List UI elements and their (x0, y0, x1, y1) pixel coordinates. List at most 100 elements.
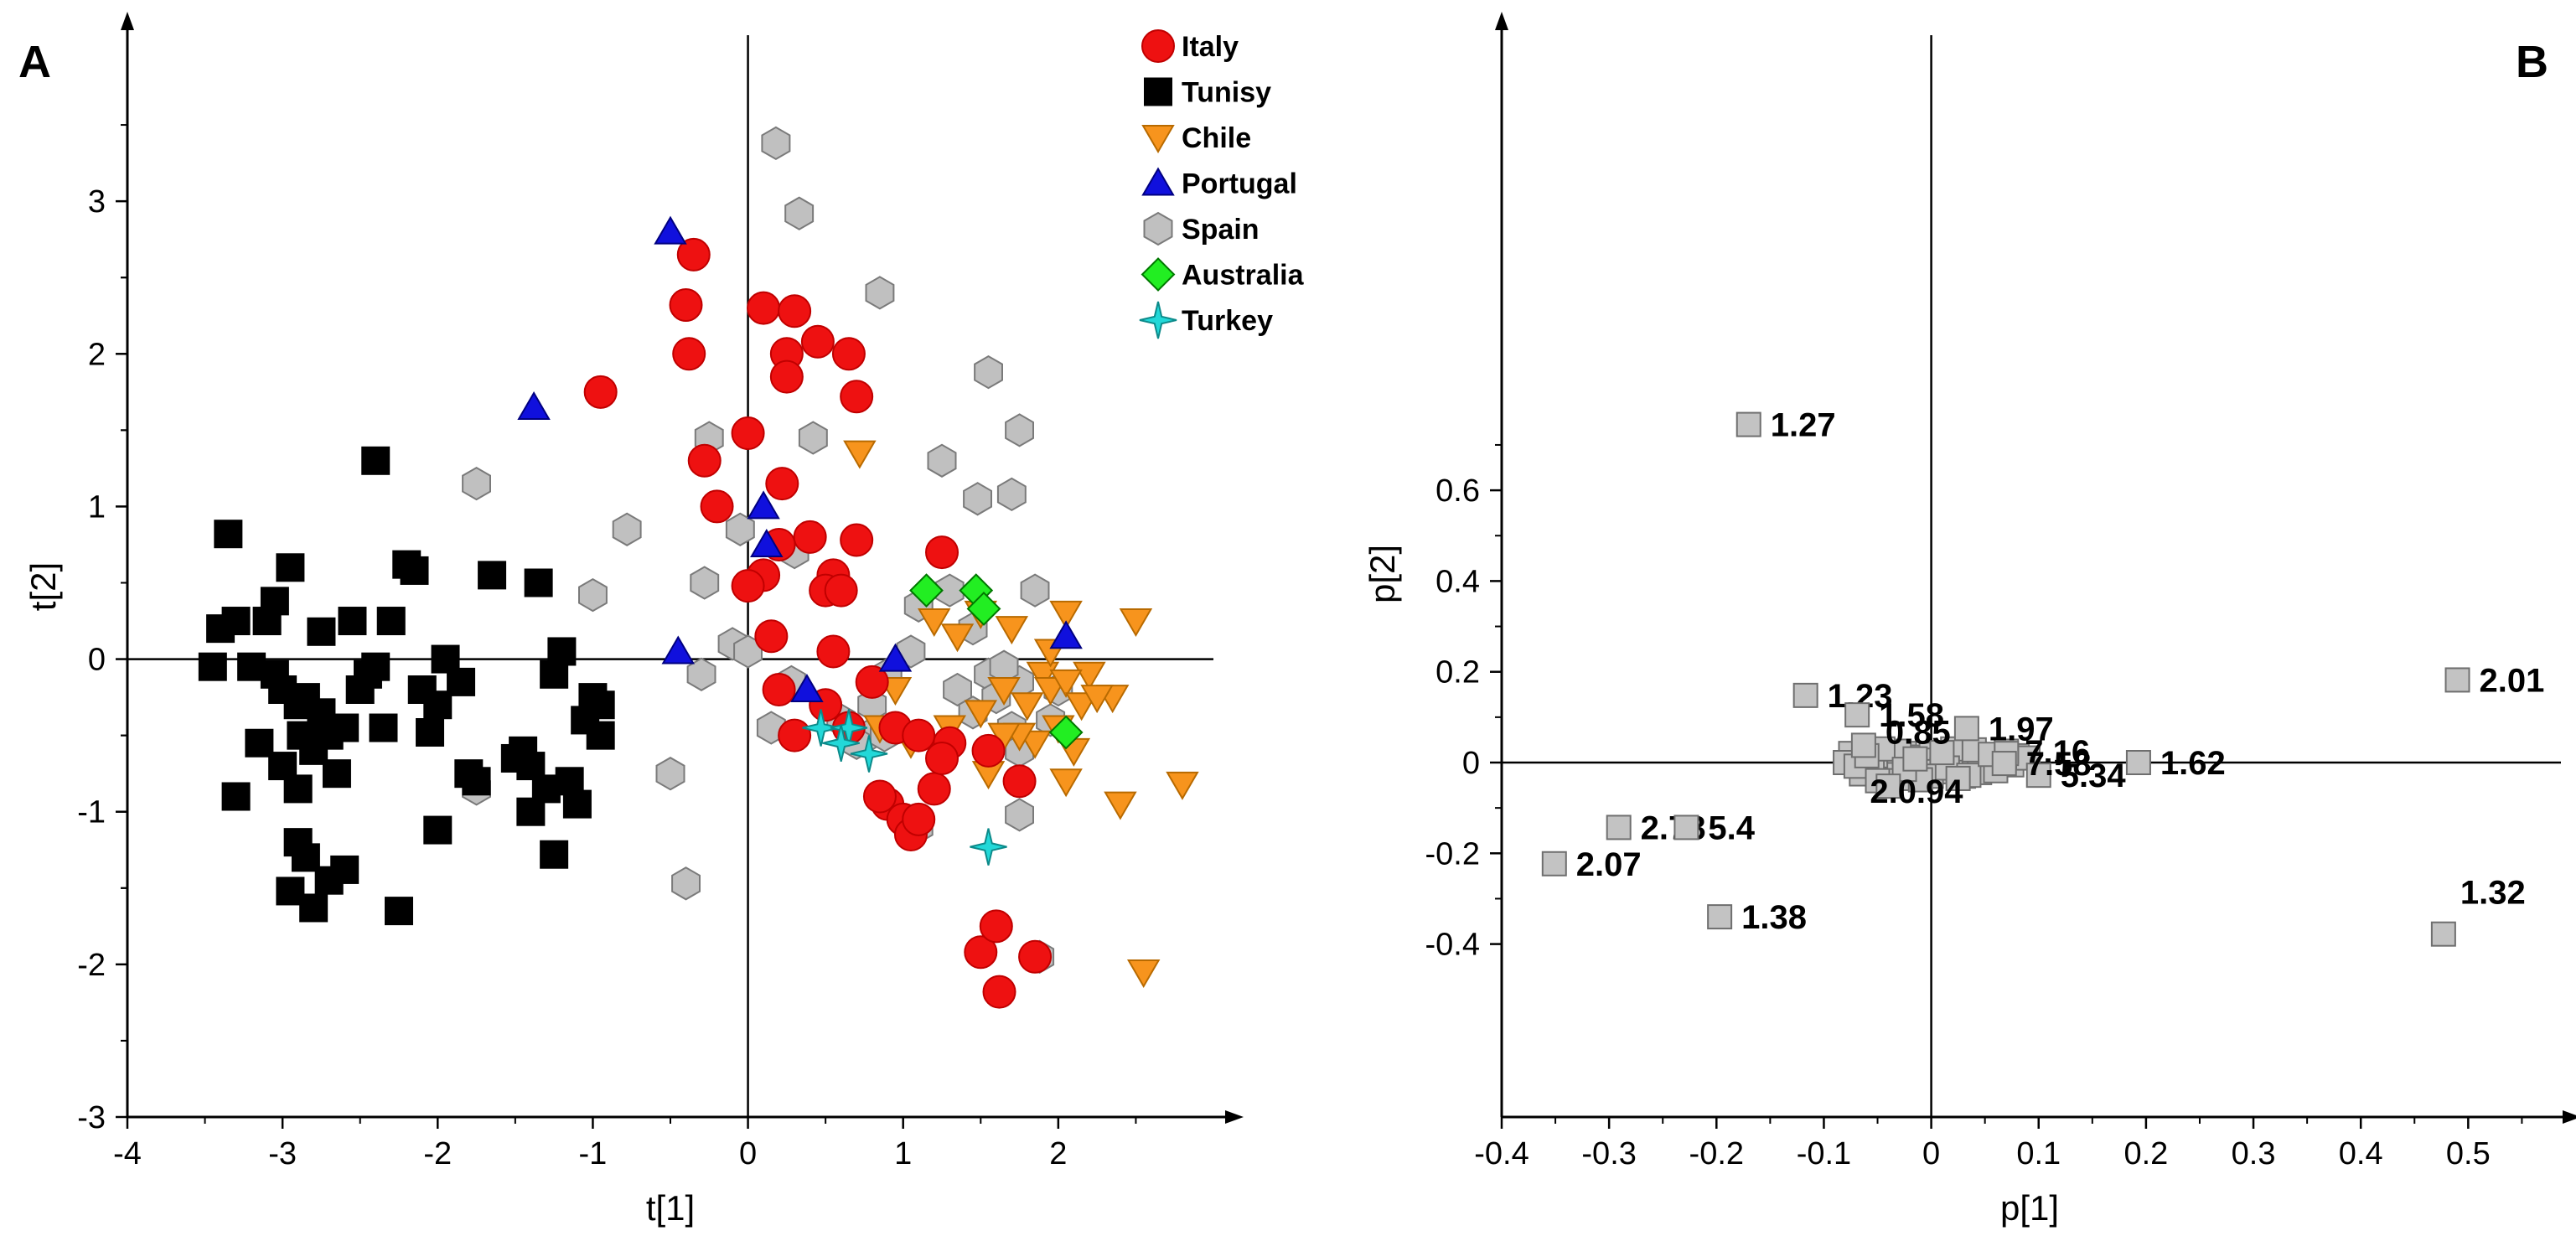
point-spain (655, 757, 685, 791)
legend-label-turkey: Turkey (1182, 305, 1273, 337)
loading-point-label: 1.27 (1771, 407, 1836, 444)
point-spain (725, 512, 755, 546)
point-tunisy (478, 561, 507, 590)
point-tunisy (416, 718, 445, 747)
point-italy (731, 416, 765, 450)
point-chile (1011, 692, 1044, 721)
point-tunisy (524, 568, 553, 597)
point-portugal (750, 528, 784, 557)
point-italy (800, 324, 835, 359)
point-italy (754, 619, 789, 654)
point-tunisy (268, 752, 297, 781)
point-italy (747, 291, 781, 325)
panel-a-x-tick-label: 1 (894, 1136, 912, 1171)
point-australia (909, 573, 944, 608)
point-italy (731, 569, 765, 603)
legend-label-tunisy: Tunisy (1182, 77, 1271, 109)
point-spain (865, 276, 895, 310)
loading-point-labeled (1606, 815, 1632, 840)
point-italy (778, 718, 812, 752)
loading-point-label: 5.34 (2061, 758, 2127, 794)
panel-a-x-axis-arrowhead (1225, 1110, 1244, 1124)
point-spain (671, 866, 701, 901)
panel-a-y-tick-label: 3 (88, 184, 106, 220)
loading-point-labeled (1735, 411, 1761, 437)
point-chile (1073, 661, 1106, 690)
point-tunisy (423, 815, 453, 845)
panel-b-y-tick-label: 0.4 (1435, 564, 1480, 599)
point-tunisy (214, 520, 243, 549)
point-chile (1104, 791, 1137, 820)
point-tunisy (283, 828, 313, 857)
loading-point-labeled (1850, 732, 1876, 758)
point-chile (940, 623, 975, 653)
point-spain (798, 421, 828, 455)
point-italy (982, 975, 1016, 1009)
loading-point-labeled (2444, 667, 2470, 693)
point-chile (1049, 768, 1083, 798)
point-portugal (517, 391, 551, 421)
legend-marker-chile (1141, 125, 1175, 153)
panel-b-loading-plot: -0.4 -0.3 -0.2 -0.1 0 0.1 0.2 0.3 0.4 0.5 -0.4 -0.2… (1363, 12, 2576, 1228)
point-tunisy (330, 855, 360, 884)
point-italy (855, 665, 889, 699)
point-tunisy (299, 893, 328, 923)
panel-b-x-tick-label: 0.2 (2123, 1136, 2168, 1171)
point-italy (824, 573, 858, 608)
point-italy (769, 359, 804, 394)
point-tunisy (260, 587, 289, 616)
loading-point-label: 1.32 (2460, 875, 2526, 912)
legend-marker-australia (1141, 257, 1176, 292)
loading-point (1945, 765, 1971, 791)
loading-point-label: 2.01 (2480, 662, 2545, 699)
point-spain (462, 466, 491, 501)
point-portugal (1049, 620, 1083, 649)
point-tunisy (447, 667, 476, 696)
point-italy (902, 718, 936, 752)
panel-a-y-tick-label: 1 (88, 489, 106, 525)
loading-point-labeled (1875, 773, 1901, 799)
loading-point-label: 2.0.94 (1870, 773, 1963, 810)
point-portugal (747, 490, 780, 520)
panel-a-y-tick-label: 2 (88, 337, 106, 372)
point-tunisy (516, 797, 546, 826)
point-italy (840, 380, 874, 414)
point-spain (934, 573, 965, 608)
legend: Italy Tunisy Chile Portugal Spain Australia Tu… (1139, 29, 1305, 339)
point-portugal (790, 674, 824, 702)
point-spain (1020, 573, 1050, 608)
panel-b-x-tick-label: 0.4 (2339, 1136, 2383, 1171)
loading-point-labeled (1844, 702, 1870, 728)
panel-a-y-axis-label: t[2] (23, 562, 63, 611)
panel-b-x-tick-label: -0.2 (1689, 1136, 1744, 1171)
legend-marker-spain (1143, 211, 1173, 246)
panel-b-x-tick-label: -0.3 (1581, 1136, 1636, 1171)
point-chile (1166, 771, 1199, 800)
loading-point-label: 7.58 (2026, 746, 2092, 783)
point-chile (964, 700, 998, 729)
point-portugal (878, 643, 913, 672)
point-chile (995, 616, 1029, 645)
point-spain (943, 672, 972, 707)
panel-a-y-tick-label: -1 (77, 795, 106, 830)
point-spain (690, 566, 720, 600)
point-italy (862, 779, 897, 814)
point-spain (974, 354, 1003, 390)
point-tunisy (221, 782, 251, 811)
point-italy (971, 733, 1006, 768)
point-italy (676, 237, 711, 272)
legend-marker-turkey (1139, 301, 1177, 339)
panel-b-y-tick-label: 0 (1462, 746, 1480, 781)
legend-label-australia: Australia (1182, 260, 1305, 292)
panel-b-letter: B (2516, 37, 2548, 87)
panel-a-y-axis-arrowhead (121, 12, 134, 30)
point-tunisy (276, 877, 305, 906)
point-italy (700, 489, 734, 524)
legend-marker-portugal (1141, 167, 1175, 196)
loading-point-labeled (2025, 763, 2051, 789)
point-italy (979, 909, 1013, 944)
point-australia (1048, 715, 1084, 750)
point-spain (612, 512, 642, 546)
point-chile (1018, 730, 1052, 759)
